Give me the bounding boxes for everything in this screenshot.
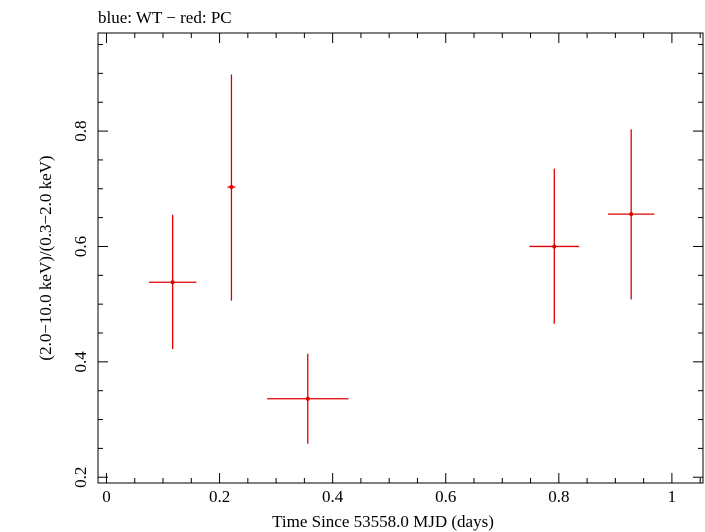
- data-series: [148, 74, 655, 444]
- data-point: [267, 353, 349, 444]
- data-point: [227, 74, 236, 301]
- x-tick-label: 0.4: [322, 487, 344, 506]
- x-tick-label: 0: [102, 487, 111, 506]
- axis-tick-labels: 0 0.2 0.4 0.6 0.8 1 0.2 0.4 0.6 0.8: [71, 120, 676, 506]
- data-point: [148, 214, 197, 350]
- y-tick-label: 0.6: [71, 236, 90, 257]
- plot-frame: [97, 32, 704, 484]
- point-marker: [629, 212, 634, 217]
- chart-title: blue: WT − red: PC: [98, 8, 232, 27]
- y-tick-label: 0.8: [71, 120, 90, 141]
- y-axis-label: (2.0−10.0 keV)/(0.3−2.0 keV): [36, 155, 55, 360]
- x-tick-label: 0.6: [435, 487, 456, 506]
- x-tick-label: 0.2: [209, 487, 230, 506]
- point-marker: [170, 280, 175, 285]
- y-tick-label: 0.2: [71, 467, 90, 488]
- data-point: [608, 129, 655, 300]
- point-marker: [229, 185, 234, 190]
- x-axis-label: Time Since 53558.0 MJD (days): [272, 512, 494, 531]
- data-point: [529, 168, 580, 324]
- point-marker: [552, 244, 557, 249]
- x-tick-label: 0.8: [548, 487, 569, 506]
- point-marker: [305, 396, 310, 401]
- x-tick-label: 1: [668, 487, 677, 506]
- axis-ticks: [98, 33, 703, 483]
- y-tick-label: 0.4: [71, 351, 90, 373]
